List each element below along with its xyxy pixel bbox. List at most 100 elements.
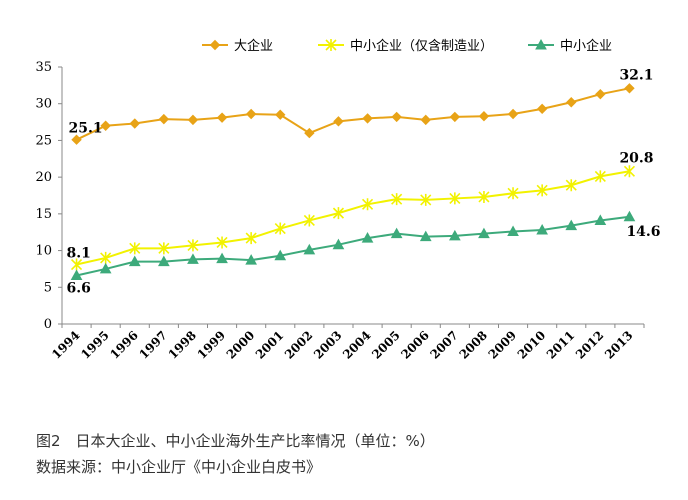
- data-point: [100, 120, 111, 131]
- data-point: [623, 210, 636, 222]
- legend-label: 中小企业（仅含制造业）: [350, 38, 493, 54]
- data-point: [361, 198, 374, 211]
- data-point: [361, 232, 374, 243]
- figure-caption: 图2 日本大企业、中小企业海外生产比率情况（单位：%）: [36, 432, 435, 450]
- series-line: [76, 87, 630, 141]
- x-tick-label: 2013: [602, 328, 636, 362]
- data-point: [507, 225, 519, 236]
- data-label: 14.6: [626, 224, 660, 240]
- data-point: [536, 103, 548, 115]
- data-point: [70, 258, 83, 271]
- x-tick-label: 2000: [224, 328, 258, 362]
- data-point: [187, 114, 199, 126]
- y-tick-label: 20: [35, 170, 52, 185]
- x-tick-label: 2005: [369, 328, 403, 362]
- data-point: [158, 255, 170, 267]
- data-point: [507, 108, 519, 120]
- data-point: [390, 227, 403, 239]
- data-point: [565, 179, 577, 192]
- series-line: [76, 170, 630, 266]
- data-label: 32.1: [619, 67, 653, 83]
- data-point: [71, 134, 82, 145]
- data-point: [303, 243, 316, 255]
- legend-label: 大企业: [234, 38, 273, 54]
- data-point: [129, 242, 141, 255]
- data-point: [478, 110, 490, 122]
- data-point: [216, 236, 228, 249]
- x-tick-label: 2008: [457, 328, 491, 362]
- data-point: [623, 165, 636, 178]
- y-tick-label: 15: [35, 207, 52, 222]
- x-tick-label: 2011: [544, 328, 578, 362]
- data-point: [332, 238, 345, 250]
- data-point: [420, 193, 432, 206]
- series-line: [76, 215, 630, 277]
- data-point: [507, 187, 519, 200]
- x-tick-label: 2010: [515, 328, 549, 362]
- legend-item: 大企业: [202, 38, 273, 54]
- series-0: [71, 83, 635, 145]
- data-point: [216, 112, 228, 123]
- data-point: [391, 193, 403, 206]
- x-tick-label: 1994: [49, 328, 83, 362]
- data-point: [332, 207, 345, 220]
- x-tick-label: 1995: [78, 328, 112, 362]
- y-tick-label: 25: [35, 133, 52, 148]
- x-tick-label: 2012: [573, 328, 607, 362]
- data-point: [274, 249, 287, 261]
- data-point: [100, 251, 112, 264]
- data-point: [478, 190, 490, 203]
- data-point: [391, 111, 402, 123]
- series-2: [70, 210, 636, 281]
- data-point: [449, 111, 461, 123]
- data-point: [536, 184, 548, 197]
- x-tick-label: 2001: [253, 328, 287, 362]
- data-point: [70, 269, 83, 281]
- legend-swatch-marker: [535, 38, 547, 50]
- data-point: [99, 262, 112, 274]
- series-1: [70, 165, 636, 271]
- data-point: [565, 219, 578, 231]
- data-point: [449, 229, 461, 241]
- data-point: [187, 253, 199, 264]
- data-label: 8.1: [67, 246, 91, 262]
- x-tick-label: 1996: [107, 328, 141, 362]
- x-tick-label: 1997: [136, 328, 170, 362]
- x-tick-label: 2004: [340, 328, 374, 362]
- data-point: [303, 214, 315, 227]
- y-tick-label: 0: [44, 317, 52, 332]
- data-point: [245, 232, 257, 245]
- data-point: [158, 113, 170, 125]
- data-point: [128, 255, 141, 267]
- data-point: [274, 222, 286, 235]
- legend-item: 中小企业: [528, 38, 612, 54]
- y-tick-label: 35: [35, 60, 52, 75]
- data-point: [333, 116, 344, 127]
- data-label: 20.8: [619, 150, 653, 166]
- legend-swatch-marker: [325, 39, 337, 51]
- x-tick-label: 1999: [195, 328, 229, 362]
- data-point: [362, 113, 373, 124]
- x-tick-label: 2009: [486, 328, 520, 362]
- data-point: [594, 214, 607, 225]
- data-point: [245, 108, 257, 120]
- data-point: [275, 109, 286, 120]
- x-tick-label: 1998: [166, 328, 200, 362]
- data-point: [594, 170, 606, 183]
- data-point: [449, 192, 461, 205]
- x-tick-label: 2003: [311, 328, 345, 362]
- legend-item: 中小企业（仅含制造业）: [318, 38, 493, 54]
- data-label: 6.6: [67, 281, 91, 297]
- data-point: [216, 252, 228, 264]
- y-tick-label: 5: [44, 280, 52, 295]
- legend-label: 中小企业: [560, 38, 612, 54]
- source-caption: 数据来源：中小企业厅《中小企业白皮书》: [36, 458, 322, 476]
- data-point: [245, 254, 257, 265]
- data-point: [478, 227, 490, 239]
- data-point: [624, 83, 635, 94]
- data-point: [158, 242, 170, 255]
- data-point: [419, 230, 432, 242]
- data-point: [420, 114, 431, 126]
- legend-swatch-marker: [209, 39, 221, 51]
- data-point: [566, 97, 577, 108]
